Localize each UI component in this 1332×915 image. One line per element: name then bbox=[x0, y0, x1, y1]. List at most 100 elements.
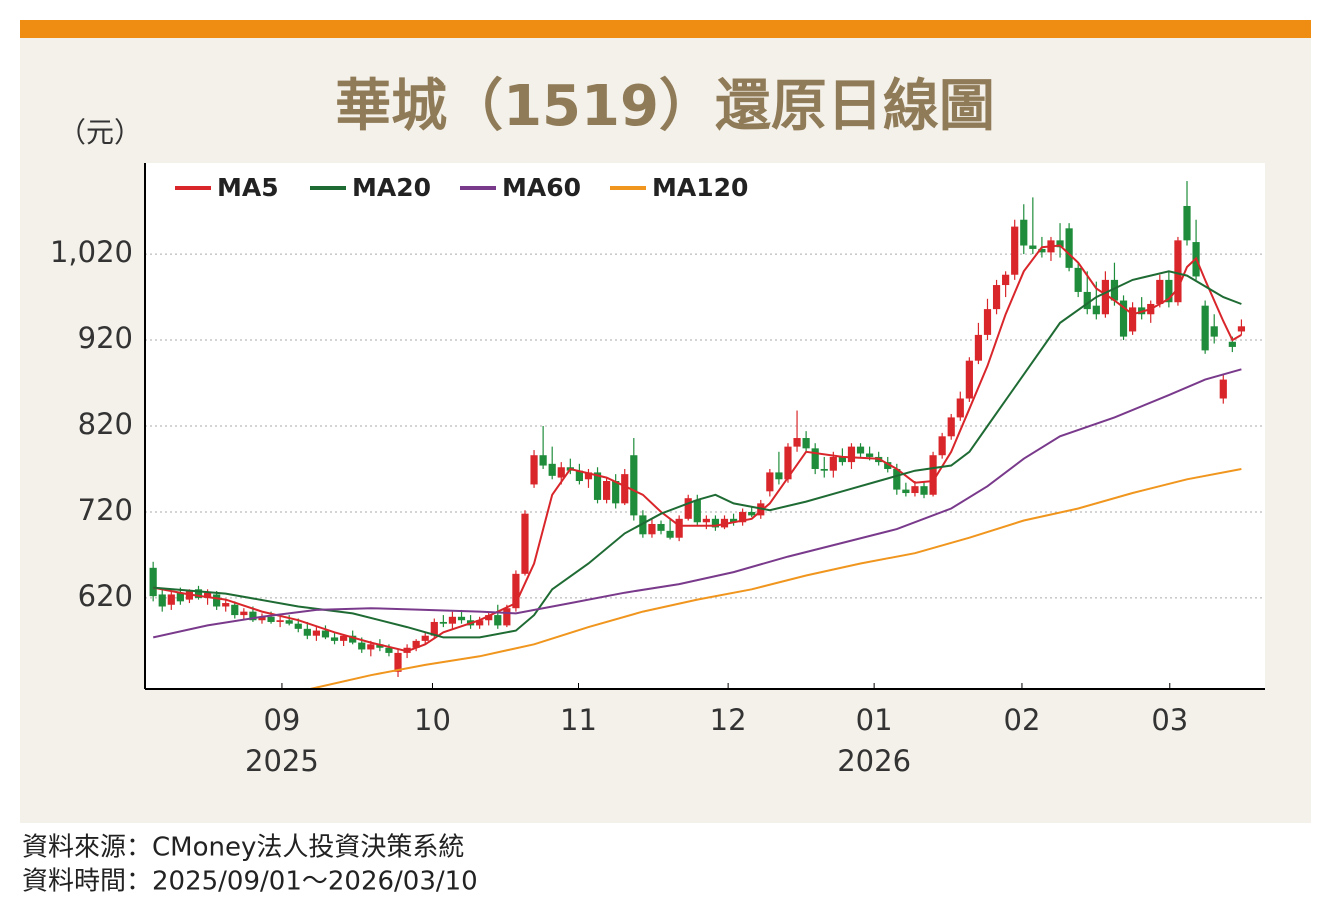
ma-line bbox=[153, 270, 1242, 639]
candle-body bbox=[666, 530, 674, 538]
candle-body bbox=[811, 448, 819, 469]
candle-body bbox=[1020, 219, 1028, 246]
candle-body bbox=[213, 594, 221, 607]
candle-body bbox=[149, 567, 157, 597]
candle-body bbox=[884, 462, 892, 469]
candle-body bbox=[1110, 279, 1119, 301]
candle-body bbox=[521, 513, 529, 574]
candle-body bbox=[820, 468, 828, 471]
ma-line bbox=[153, 244, 1242, 653]
candle-body bbox=[911, 486, 919, 494]
candle-body bbox=[1183, 205, 1191, 241]
candle-body bbox=[503, 608, 511, 626]
y-tick-label: 820 bbox=[78, 407, 133, 441]
candle-body bbox=[312, 630, 321, 636]
candle-body bbox=[421, 635, 429, 641]
x-tick-label: 01 bbox=[856, 703, 893, 737]
candle-body bbox=[439, 621, 447, 624]
candle-body bbox=[1101, 279, 1109, 315]
candle-body bbox=[974, 334, 983, 361]
candle-body bbox=[1092, 305, 1100, 315]
candle-body bbox=[593, 472, 602, 500]
candle-body bbox=[240, 611, 248, 616]
candle-body bbox=[1119, 300, 1128, 337]
candle-body bbox=[222, 603, 230, 607]
x-tick-label: 12 bbox=[710, 703, 747, 737]
candle-body bbox=[1165, 279, 1173, 303]
candle-body bbox=[294, 623, 302, 629]
candle-body bbox=[802, 438, 810, 449]
candle-body bbox=[249, 611, 257, 621]
candle-body bbox=[630, 455, 638, 516]
legend-label: MA60 bbox=[502, 173, 581, 202]
candle-body bbox=[167, 594, 175, 605]
candle-body bbox=[430, 621, 438, 636]
candle-body bbox=[539, 455, 547, 466]
candle-body bbox=[929, 455, 937, 495]
candle-body bbox=[394, 652, 402, 672]
ma-line bbox=[309, 468, 1242, 690]
candle-body bbox=[1002, 274, 1010, 286]
candle-body bbox=[412, 640, 420, 648]
candle-body bbox=[1083, 291, 1091, 310]
candle-body bbox=[194, 589, 203, 598]
candle-body bbox=[1074, 267, 1082, 292]
candle-body bbox=[1056, 240, 1064, 248]
candle-body bbox=[376, 644, 384, 648]
y-tick-label: 720 bbox=[78, 493, 133, 527]
candle-body bbox=[457, 616, 466, 621]
x-year-label: 2026 bbox=[837, 744, 911, 778]
candle-body bbox=[865, 453, 874, 457]
candle-body bbox=[1038, 248, 1046, 253]
ma-line bbox=[152, 368, 1242, 639]
candle-body bbox=[992, 285, 1001, 310]
candle-body bbox=[512, 573, 520, 609]
x-year-label: 2025 bbox=[245, 744, 319, 778]
x-tick-label: 09 bbox=[263, 703, 300, 737]
y-tick-label: 920 bbox=[78, 321, 133, 355]
candle-body bbox=[902, 489, 910, 494]
candle-body bbox=[648, 523, 656, 535]
x-tick-label: 03 bbox=[1151, 703, 1188, 737]
candle-body bbox=[693, 499, 701, 523]
candle-body bbox=[856, 446, 865, 454]
source-note: 資料來源：CMoney法人投資決策系統 bbox=[22, 833, 464, 863]
candle-body bbox=[711, 518, 720, 528]
legend-label: MA120 bbox=[652, 173, 748, 202]
candle-body bbox=[893, 468, 901, 490]
candle-body bbox=[203, 592, 212, 598]
candle-body bbox=[358, 642, 366, 650]
candle-body bbox=[575, 470, 583, 482]
candle-body bbox=[1210, 326, 1218, 337]
candle-body bbox=[702, 518, 710, 523]
y-axis-label: （元） bbox=[58, 116, 142, 149]
candle-body bbox=[231, 604, 239, 616]
candle-body bbox=[775, 472, 783, 480]
candle-body bbox=[303, 628, 311, 636]
candle-body bbox=[983, 309, 992, 335]
candle-body bbox=[766, 472, 774, 492]
candle-body bbox=[657, 523, 665, 531]
x-tick-label: 11 bbox=[560, 703, 597, 737]
candle-body bbox=[1156, 279, 1164, 304]
candle-body bbox=[276, 620, 284, 622]
candle-body bbox=[784, 446, 792, 480]
candle-body bbox=[485, 615, 493, 621]
candle-body bbox=[176, 592, 184, 602]
candle-body bbox=[639, 515, 647, 535]
candle-body bbox=[838, 456, 846, 463]
candle-body bbox=[1219, 379, 1227, 399]
candle-body bbox=[158, 594, 166, 607]
candle-body bbox=[385, 647, 393, 653]
candle-body bbox=[448, 616, 457, 624]
candle-body bbox=[267, 616, 275, 622]
candle-body bbox=[603, 481, 611, 500]
candle-body bbox=[829, 456, 837, 471]
candle-body bbox=[1029, 245, 1037, 249]
candle-body bbox=[1201, 305, 1209, 351]
candle-body bbox=[340, 635, 348, 641]
legend-label: MA5 bbox=[217, 173, 279, 202]
candle-body bbox=[530, 455, 538, 485]
candle-body bbox=[1228, 341, 1236, 347]
